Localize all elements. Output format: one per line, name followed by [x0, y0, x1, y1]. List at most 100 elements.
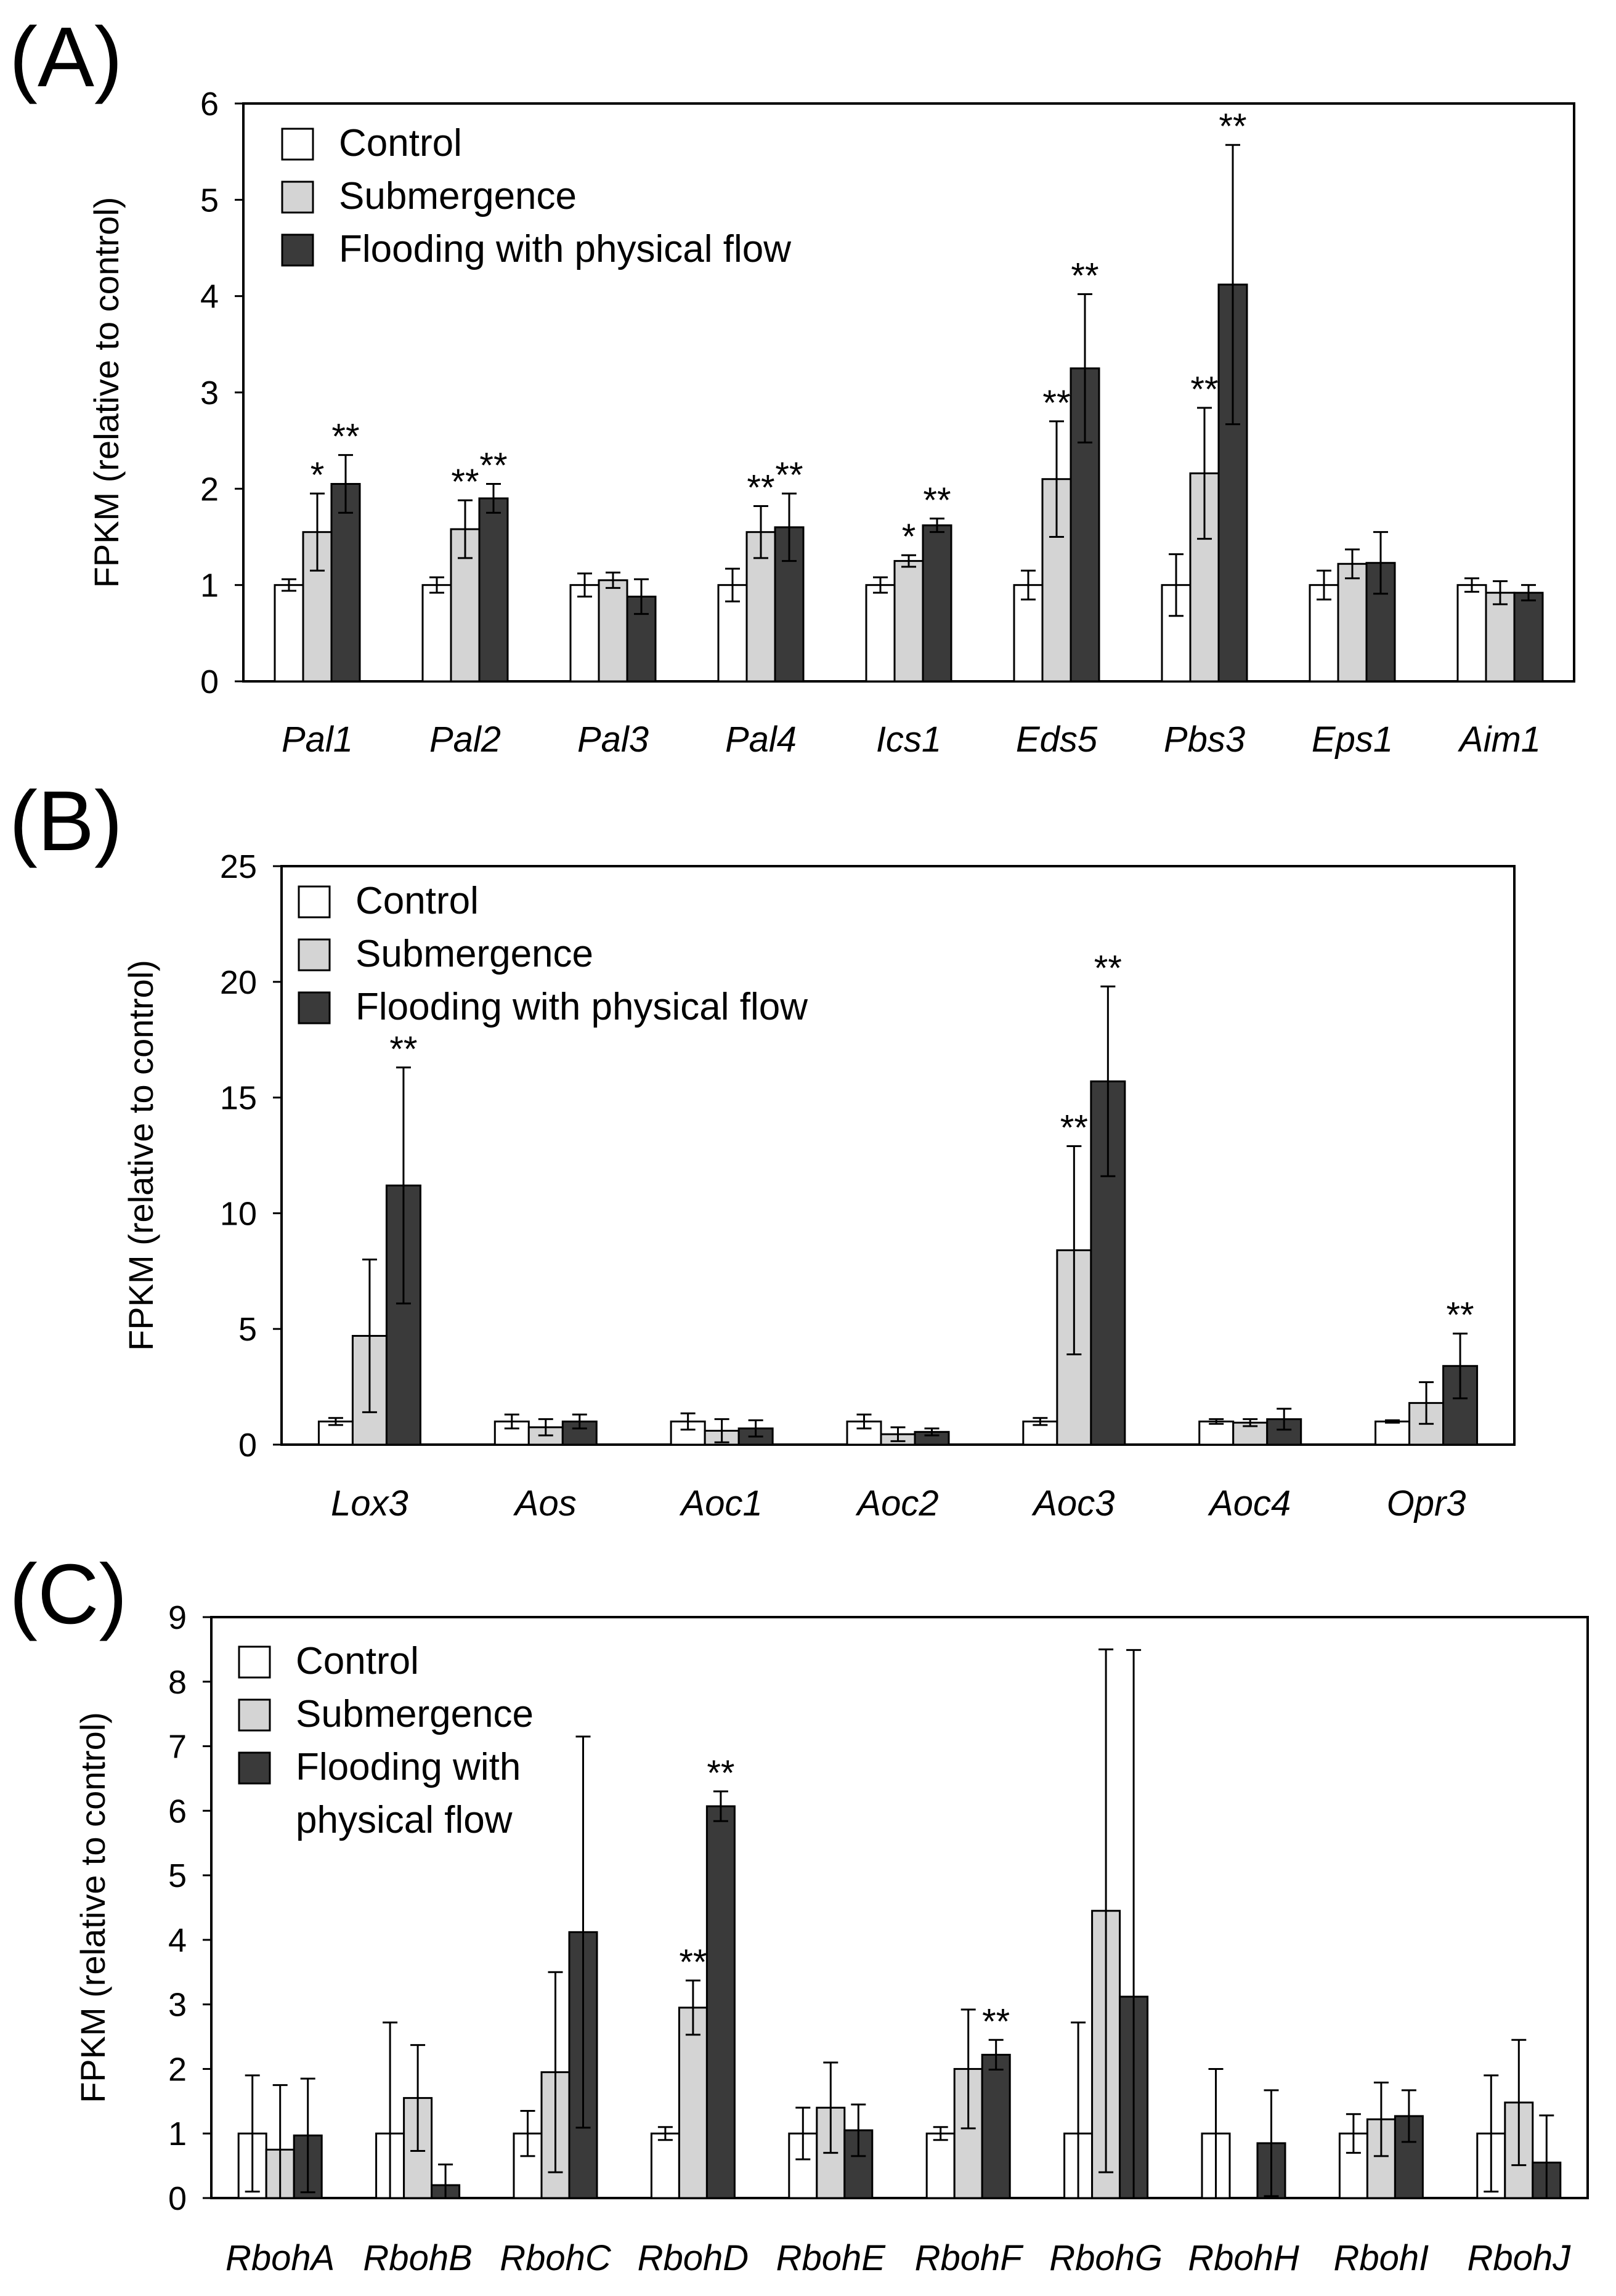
category-label: RbohH [1188, 2238, 1299, 2278]
category-label: Aoc3 [1031, 1483, 1115, 1523]
legend-entry: Control [296, 1640, 419, 1682]
legend-swatch [298, 885, 331, 919]
y-tick-label: 9 [168, 1599, 187, 1636]
bar [1456, 584, 1487, 683]
y-tick-label: 7 [168, 1729, 187, 1766]
category-label: Pal2 [429, 720, 501, 760]
significance-marker: ** [451, 462, 479, 502]
legend-swatch [238, 1751, 271, 1785]
legend-entry: Flooding with physical flow [355, 986, 808, 1028]
bar [330, 483, 361, 683]
bar [1337, 562, 1368, 683]
significance-marker: ** [1060, 1108, 1088, 1148]
category-label: RbohJ [1467, 2238, 1571, 2278]
category-label: Pal3 [577, 720, 649, 760]
bar [922, 524, 952, 683]
legend-entry: Control [355, 880, 479, 922]
category-label: RbohA [225, 2238, 335, 2278]
y-tick-label: 3 [168, 1987, 187, 2024]
significance-marker: ** [1190, 370, 1218, 410]
significance-marker: * [902, 517, 916, 557]
category-label: Lox3 [331, 1483, 408, 1523]
category-label: Eds5 [1016, 720, 1098, 760]
legend-entry: Flooding with physical flow [339, 228, 791, 270]
y-tick-label: 0 [168, 2180, 187, 2217]
category-label: RbohG [1049, 2238, 1163, 2278]
category-label: Pbs3 [1164, 720, 1245, 760]
category-label: Aoc4 [1208, 1483, 1291, 1523]
category-label: RbohI [1334, 2238, 1429, 2278]
legend-swatch [298, 938, 331, 972]
legend-entry: Submergence [296, 1693, 534, 1735]
category-label: Aoc1 [680, 1483, 763, 1523]
significance-marker: ** [1042, 383, 1070, 423]
legend: Control Submergence Flooding with physical… [298, 880, 808, 1028]
y-tick-label: 4 [200, 278, 219, 315]
bar [421, 584, 452, 683]
category-label: RbohF [915, 2238, 1025, 2278]
bar [274, 584, 304, 683]
plot-frame [210, 1616, 1589, 2199]
bar [478, 497, 509, 683]
significance-marker: ** [1071, 256, 1098, 296]
bar [865, 584, 896, 683]
y-tick-label: 2 [168, 2051, 187, 2088]
significance-marker: ** [389, 1029, 417, 1069]
category-label: RbohE [776, 2238, 887, 2278]
legend: Control Submergence Flooding with physical … [238, 1640, 534, 1841]
significance-marker: ** [1094, 948, 1122, 988]
y-tick-label: 15 [220, 1080, 257, 1117]
significance-marker: ** [1446, 1296, 1474, 1336]
category-label: Pal4 [725, 720, 797, 760]
category-label: Aos [513, 1483, 577, 1523]
significance-marker: ** [1219, 107, 1246, 147]
legend-swatch [238, 1645, 271, 1679]
bar [1513, 591, 1544, 683]
y-tick-label: 3 [200, 375, 219, 412]
chart-panel-2: (B) 0 5 10 15 20 25 FPKM (relative to control) *… [9, 774, 1516, 1523]
bar [1485, 591, 1516, 683]
y-tick-label: 20 [220, 964, 257, 1001]
bar [598, 579, 628, 683]
y-tick-label: 25 [220, 848, 257, 885]
panel-label: (B) [9, 774, 123, 869]
chart-panel-3: (C) 0 1 2 3 4 5 6 7 8 9 FPKM (relative to control) R… [9, 1547, 1589, 2278]
legend-entry: Control [339, 122, 462, 164]
bar [705, 1805, 736, 2199]
significance-marker: ** [747, 468, 774, 508]
bar [678, 2006, 708, 2199]
legend-swatch [281, 181, 314, 214]
y-tick-label: 0 [200, 663, 219, 700]
y-tick-label: 4 [168, 1922, 187, 1959]
bar [569, 584, 600, 683]
significance-marker: ** [775, 455, 803, 495]
bar [650, 2132, 680, 2199]
bar [925, 2132, 956, 2199]
bar [1374, 1420, 1411, 1446]
y-tick-label: 0 [238, 1427, 257, 1464]
legend-entry: Submergence [339, 175, 577, 217]
category-label: RbohB [363, 2238, 472, 2278]
bar [893, 560, 924, 683]
y-tick-label: 6 [200, 86, 219, 123]
y-tick-label: 1 [200, 567, 219, 604]
significance-marker: ** [479, 446, 507, 486]
bar [981, 2053, 1011, 2199]
y-tick-label: 8 [168, 1664, 187, 1701]
category-label: RbohD [638, 2238, 749, 2278]
y-axis-label: FPKM (relative to control) [121, 960, 160, 1351]
y-tick-label: 6 [168, 1793, 187, 1830]
legend-swatch [298, 991, 331, 1024]
y-tick-label: 2 [200, 471, 219, 508]
y-tick-label: 5 [168, 1857, 187, 1894]
legend-entry: Flooding with [296, 1746, 521, 1788]
panel-label: (C) [9, 1547, 128, 1642]
significance-marker: ** [707, 1753, 734, 1793]
y-tick-label: 1 [168, 2115, 187, 2152]
significance-marker: * [311, 455, 325, 495]
category-label: Aoc2 [855, 1483, 938, 1523]
legend-swatch [281, 128, 314, 161]
y-tick-label: 5 [200, 182, 219, 219]
